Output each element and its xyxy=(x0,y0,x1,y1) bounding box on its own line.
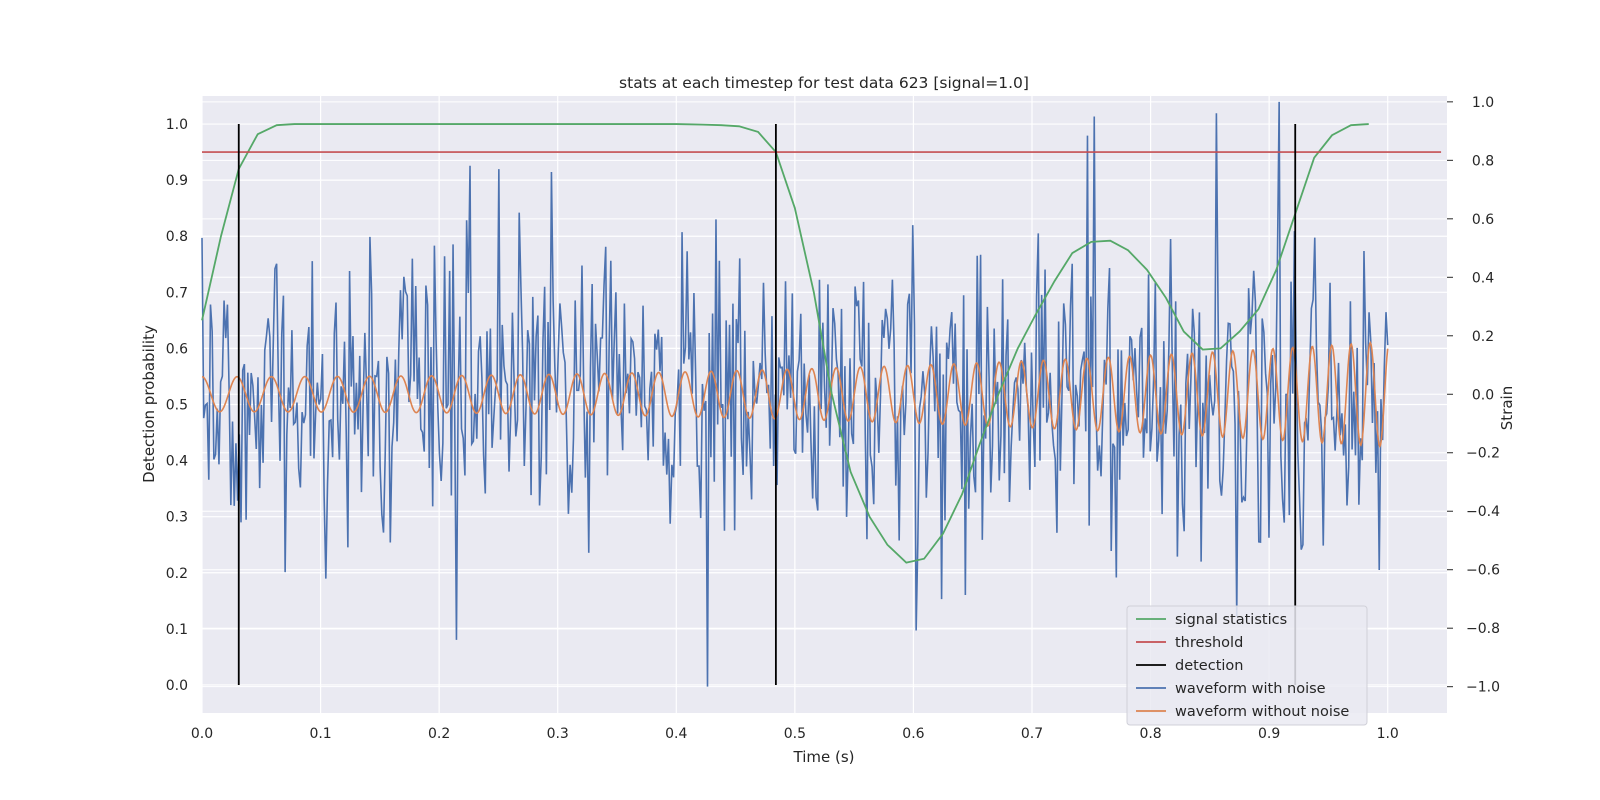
x-tick-label: 0.4 xyxy=(665,726,687,742)
y-left-tick-label: 0.9 xyxy=(166,173,188,189)
series-group xyxy=(201,101,1442,687)
x-tick-label: 0.7 xyxy=(1021,726,1043,742)
y-right-tick-label: 0.8 xyxy=(1472,153,1494,169)
y-left-tick-label: 0.6 xyxy=(166,341,188,357)
legend: signal statistics threshold detection wavef… xyxy=(1126,605,1368,726)
plot-area xyxy=(201,101,1442,687)
x-tick-label: 0.2 xyxy=(428,726,450,742)
y-left-tick-label: 0.2 xyxy=(166,566,188,582)
y-right-tick-label: 0.4 xyxy=(1472,270,1494,286)
y-right-tick-label: −0.6 xyxy=(1466,563,1500,579)
y-left-tick-label: 0.7 xyxy=(166,285,188,301)
y-right-tick-label: 0.0 xyxy=(1472,387,1494,403)
legend-box xyxy=(1126,605,1368,726)
legend-label: signal statistics xyxy=(1175,612,1287,628)
series-signal-statistics xyxy=(201,123,1369,564)
x-tick-label: 0.6 xyxy=(902,726,924,742)
y-left-tick-label: 0.5 xyxy=(166,398,188,414)
y-axis-right-label: Strain xyxy=(1498,386,1516,430)
x-tick-label: 0.8 xyxy=(1139,726,1161,742)
x-axis-ticks: 0.0 0.1 0.2 0.3 0.4 0.5 0.6 0.7 0.8 0.9 1.0 xyxy=(191,726,1399,742)
x-tick-label: 1.0 xyxy=(1377,726,1399,742)
y-right-tick-label: 0.2 xyxy=(1472,329,1494,345)
y-left-tick-label: 0.8 xyxy=(166,229,188,245)
y-left-tick-label: 1.0 xyxy=(166,117,188,133)
legend-label: waveform without noise xyxy=(1175,704,1349,720)
series-waveform-with-noise xyxy=(201,101,1389,687)
legend-label: threshold xyxy=(1175,635,1243,651)
x-axis-label: Time (s) xyxy=(793,748,855,766)
series-waveform-without-noise xyxy=(201,340,1389,449)
y-axis-left-label: Detection probability xyxy=(140,325,158,483)
y-right-tick-label: −0.4 xyxy=(1466,504,1500,520)
x-tick-label: 0.0 xyxy=(191,726,213,742)
x-tick-label: 0.5 xyxy=(784,726,806,742)
y-right-tick-label: −1.0 xyxy=(1466,680,1500,696)
y-left-tick-label: 0.1 xyxy=(166,622,188,638)
x-tick-label: 0.1 xyxy=(309,726,331,742)
y-right-tick-label: 1.0 xyxy=(1472,95,1494,111)
grid xyxy=(201,96,1447,713)
y-right-tick-label: 0.6 xyxy=(1472,212,1494,228)
x-tick-label: 0.9 xyxy=(1258,726,1280,742)
y-left-tick-label: 0.3 xyxy=(166,510,188,526)
legend-label: waveform with noise xyxy=(1175,681,1326,697)
y-right-tick-label: −0.2 xyxy=(1466,446,1500,462)
y-axis-left-ticks: 0.0 0.1 0.2 0.3 0.4 0.5 0.6 0.7 0.8 0.9 1.0 xyxy=(166,117,188,694)
y-left-tick-label: 0.0 xyxy=(166,678,188,694)
y-axis-right-ticks: −1.0 −0.8 −0.6 −0.4 −0.2 0.0 0.2 0.4 0.6 0.8 1.0 xyxy=(1447,95,1500,696)
legend-label: detection xyxy=(1175,658,1243,674)
y-left-tick-label: 0.4 xyxy=(166,454,188,470)
chart-title: stats at each timestep for test data 623… xyxy=(619,74,1029,92)
x-tick-label: 0.3 xyxy=(547,726,569,742)
y-right-tick-label: −0.8 xyxy=(1466,621,1500,637)
